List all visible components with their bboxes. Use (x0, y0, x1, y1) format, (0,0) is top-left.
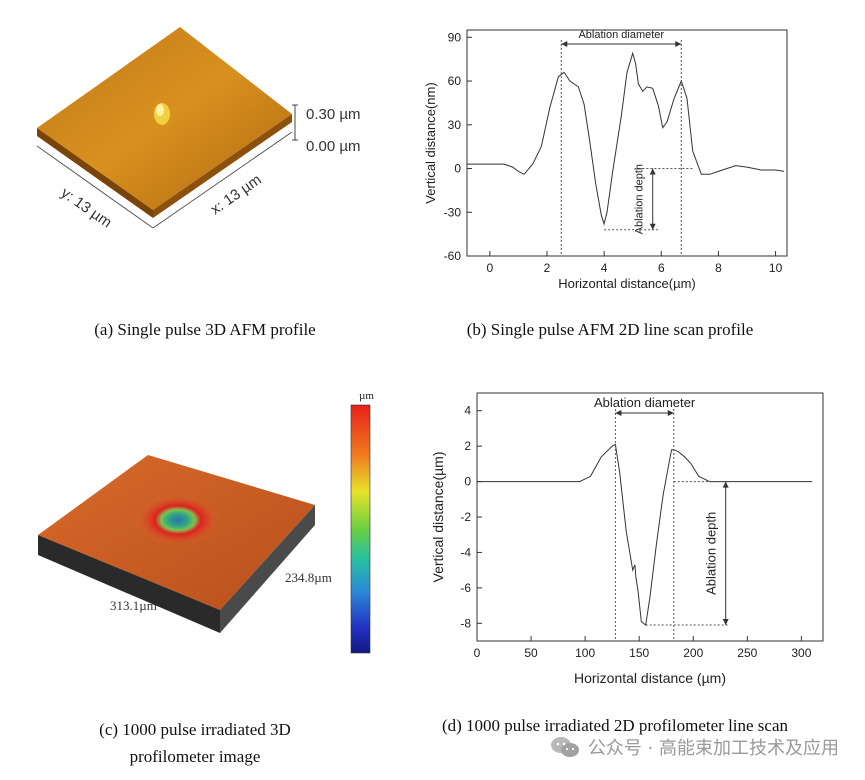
afm-z-top-label: 0.30 µm (306, 106, 361, 123)
chartB-ytick-label: -60 (444, 249, 462, 263)
profilometer-surface-side-right (220, 505, 315, 633)
chartB-xtick-label: 8 (715, 261, 722, 275)
chart-d-frame (476, 392, 824, 642)
colorbar (350, 404, 371, 654)
chartB-xtick-label: 4 (601, 261, 608, 275)
chart-b-xlabel: Horizontal distance(µm) (558, 276, 696, 291)
chartB-xtick-label: 10 (769, 261, 783, 275)
chartD-ytick-label: -2 (460, 510, 471, 524)
afm-x-axis-label: x: 13 µm (208, 171, 265, 218)
caption-c: (c) 1000 pulse irradiated 3D profilomete… (30, 716, 360, 770)
chartB-ytick-label: 90 (448, 30, 462, 44)
panel-d-line-scan: 0 50 100 150 200 250 300 -8 -6 -4 -2 0 2 4 Ablation d… (415, 385, 835, 695)
chartD-xtick-label: 300 (791, 646, 811, 660)
chartD-xtick-label: 250 (737, 646, 757, 660)
panel-a-afm-3d: 0.30 µm 0.00 µm y: 13 µm x: 13 µm (20, 10, 400, 280)
chart-b-ylabel: Vertical distance(nm) (423, 82, 438, 203)
chartB-diameter-label: Ablation diameter (578, 29, 664, 41)
chartD-xtick-label: 50 (524, 646, 538, 660)
chartB-ytick-label: 0 (454, 162, 461, 176)
caption-b: (b) Single pulse AFM 2D line scan profil… (466, 320, 754, 339)
chartD-depth-label: Ablation depth (704, 512, 719, 595)
chartB-ytick-label: 30 (448, 118, 462, 132)
chartB-ytick-label: 60 (448, 74, 462, 88)
afm-z-bottom-label: 0.00 µm (306, 138, 361, 155)
watermark-text: 公众号 · 高能束加工技术及应用 (587, 738, 839, 759)
caption-a: (a) Single pulse 3D AFM profile (94, 320, 316, 339)
chartD-ytick-label: -8 (460, 616, 471, 630)
chartD-ytick-label: -4 (460, 545, 471, 559)
chartD-ytick-label: 4 (464, 404, 471, 418)
profilometer-3d-surface: 313.1µm 234.8µm µm (38, 390, 374, 654)
chart-b: 0 2 4 6 8 10 -60 -30 0 30 60 90 Ablation diameter Ab… (423, 29, 788, 291)
chart-b-series-line (467, 51, 785, 226)
colorbar-unit-label: µm (359, 390, 374, 402)
afm-surface-side-right (153, 114, 292, 218)
chartD-diameter-label: Ablation diameter (594, 395, 696, 410)
chart-d-ylabel: Vertical distance(µm) (430, 452, 446, 583)
profilometer-x-size-label: 313.1µm (110, 598, 157, 613)
panel-c-profilometer-3d: 313.1µm 234.8µm µm (20, 385, 400, 665)
chart-b-frame (466, 29, 788, 257)
watermark: 公众号 · 高能束加工技术及应用 (550, 734, 839, 760)
profilometer-surface-side-left (38, 535, 220, 633)
chartB-ytick-label: -30 (444, 205, 462, 219)
chartD-ytick-label: 2 (464, 439, 471, 453)
afm-surface-side-left (37, 128, 153, 218)
chartB-xtick-label: 2 (544, 261, 551, 275)
chartD-ytick-label: -6 (460, 581, 471, 595)
chartB-xtick-label: 6 (658, 261, 665, 275)
caption-d: (d) 1000 pulse irradiated 2D profilomete… (441, 716, 789, 735)
panel-b-line-scan: 0 2 4 6 8 10 -60 -30 0 30 60 90 Ablation diameter Ab… (415, 10, 805, 300)
chartB-depth-label: Ablation depth (634, 164, 646, 234)
chartD-xtick-label: 100 (575, 646, 595, 660)
chartD-ytick-label: 0 (464, 475, 471, 489)
profilometer-y-size-label: 234.8µm (285, 570, 332, 585)
caption-c-line2: profilometer image (129, 747, 261, 766)
chartD-xtick-label: 0 (474, 646, 481, 660)
afm-3d-surface: 0.30 µm 0.00 µm y: 13 µm x: 13 µm (36, 27, 361, 231)
caption-c-line1: (c) 1000 pulse irradiated 3D (99, 720, 291, 739)
chart-d-xlabel: Horizontal distance (µm) (574, 670, 726, 686)
profilometer-crater (136, 494, 220, 546)
chart-d: 0 50 100 150 200 250 300 -8 -6 -4 -2 0 2 4 Ablation d… (430, 392, 824, 686)
chartB-xtick-label: 0 (487, 261, 494, 275)
wechat-icon (550, 737, 579, 757)
chartD-xtick-label: 200 (683, 646, 703, 660)
chart-d-series-line (477, 443, 813, 627)
afm-y-axis-label: y: 13 µm (58, 184, 115, 231)
chartD-xtick-label: 150 (629, 646, 649, 660)
